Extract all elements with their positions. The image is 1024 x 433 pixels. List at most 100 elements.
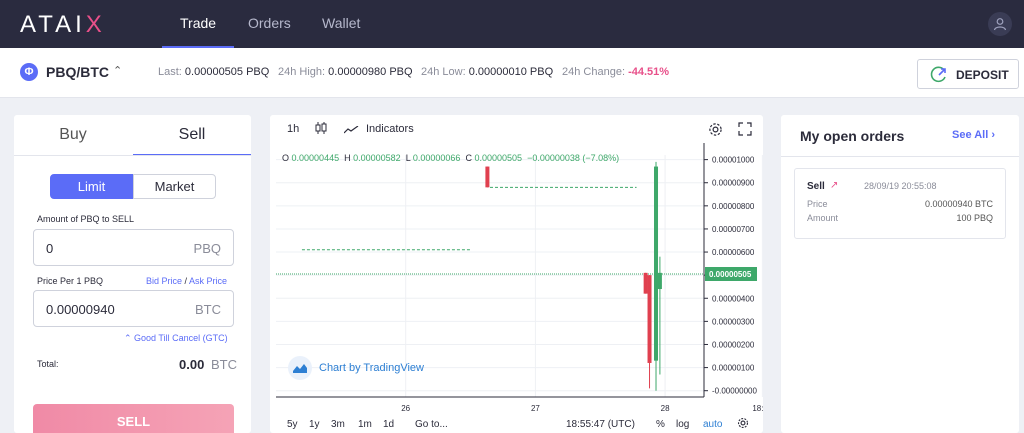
total-unit: BTC (211, 357, 237, 372)
nav-wallet[interactable]: Wallet (322, 15, 361, 31)
fullscreen-icon[interactable] (738, 122, 752, 139)
arrow-up-right-icon: ↗ (830, 180, 839, 191)
x-tick-label: 26 (401, 404, 410, 413)
ataix-logo[interactable]: ATAIX (20, 11, 106, 38)
logo-x: X (85, 11, 106, 38)
amount-unit: PBQ (193, 241, 221, 256)
amount-value: 0 (46, 241, 54, 256)
amount-field[interactable]: 0 PBQ (33, 229, 234, 266)
candle (647, 275, 652, 363)
gear-icon[interactable] (708, 122, 723, 140)
change-label: 24h Change: (562, 66, 625, 78)
chevron-up-icon: ⌃ (124, 333, 135, 343)
deposit-icon (930, 66, 946, 83)
order-amount-value: 100 PBQ (956, 213, 993, 223)
gear-icon[interactable] (737, 417, 749, 432)
y-tick-label: 0.00001000 (712, 156, 755, 165)
user-avatar[interactable] (988, 12, 1012, 36)
log-toggle[interactable]: log (676, 419, 690, 430)
low-value: 0.00000010 PBQ (468, 66, 554, 78)
x-tick-label: 27 (531, 404, 540, 413)
percent-toggle[interactable]: % (656, 419, 665, 430)
tradingview-label: Chart by TradingView (319, 362, 424, 374)
c-value: 0.00000505 (474, 153, 523, 163)
y-tick-label: 0.00000100 (712, 364, 755, 373)
nav-orders[interactable]: Orders (248, 15, 291, 31)
price-unit: BTC (195, 302, 221, 317)
order-side: Sell (807, 181, 825, 192)
range-3m[interactable]: 3m (331, 419, 345, 430)
sell-button[interactable]: SELL (33, 404, 234, 433)
x-tick-label: 18:00 (752, 404, 763, 413)
range-1d[interactable]: 1d (383, 419, 395, 430)
high-stat: 24h High: 0.00000980 PBQ (278, 66, 413, 78)
tradingview-logo-icon (288, 356, 312, 380)
y-tick-label: 0.00000200 (712, 340, 755, 349)
range-5y[interactable]: 5y (287, 419, 298, 430)
y-tick-label: 0.00000700 (712, 225, 755, 234)
low-stat: 24h Low: 0.00000010 PBQ (421, 66, 553, 78)
price-label: Price Per 1 PBQ (37, 276, 104, 286)
y-tick-label: 0.00000800 (712, 202, 755, 211)
price-chart[interactable]: 0.00001000 0.00000900 0.00000800 0.00000700… (270, 143, 763, 415)
ohlc-change: −0.00000038 (−7.08%) (527, 153, 620, 163)
tradingview-attribution[interactable]: Chart by TradingView (288, 356, 428, 380)
chart-grid (276, 155, 763, 397)
bid-ask-separator: / (182, 276, 190, 286)
pair-selector[interactable]: PBQ/BTC (46, 64, 109, 80)
gtc-selector[interactable]: ⌃ Good Till Cancel (GTC) (124, 333, 228, 344)
amount-label: Amount of PBQ to SELL (37, 214, 135, 224)
bid-price-link[interactable]: Bid Price (146, 276, 183, 286)
price-field[interactable]: 0.00000940 BTC (33, 290, 234, 327)
goto-button[interactable]: Go to... (415, 419, 448, 430)
deposit-button[interactable]: DEPOSIT (917, 59, 1019, 89)
trade-form-panel: Buy Sell Limit Market Amount of PBQ to S… (14, 115, 251, 433)
chart-y-axis: 0.00001000 0.00000900 0.00000800 0.00000700… (703, 143, 757, 397)
price-value: 0.00000940 (46, 302, 115, 317)
open-orders-panel: My open orders See All › Sell ↗ 28/09/19… (781, 115, 1019, 433)
indicators-button[interactable]: Indicators (366, 123, 414, 135)
chevron-up-icon[interactable]: ⌃ (113, 65, 123, 77)
range-1y[interactable]: 1y (309, 419, 320, 430)
orders-divider (781, 156, 1019, 157)
tab-buy[interactable]: Buy (59, 126, 87, 143)
see-all-link[interactable]: See All › (952, 129, 995, 141)
last-value: 0.00000505 PBQ (184, 66, 270, 78)
chevron-right-icon: › (991, 129, 996, 141)
chart-toolbar: 1h Indicators (270, 115, 763, 143)
deposit-label: DEPOSIT (956, 68, 1009, 82)
last-price-tag-label: 0.00000505 (709, 270, 752, 279)
nav-trade[interactable]: Trade (162, 0, 235, 48)
auto-toggle[interactable]: auto (703, 419, 723, 430)
l-value: 0.00000066 (412, 153, 461, 163)
o-value: 0.00000445 (291, 153, 340, 163)
top-nav: ATAIX Trade Orders Wallet (0, 0, 1024, 48)
chart-x-axis: 26 27 28 18:00 (276, 396, 763, 413)
c-label: C (465, 153, 472, 163)
interval-selector[interactable]: 1h (287, 123, 300, 135)
bid-ask-links: Bid Price / Ask Price (146, 276, 227, 286)
ask-price-link[interactable]: Ask Price (189, 276, 228, 286)
last-price-tag (705, 267, 757, 281)
candle-type-icon[interactable] (315, 121, 327, 138)
order-card[interactable]: Sell ↗ 28/09/19 20:55:08 Price 0.0000094… (794, 168, 1006, 239)
candle (657, 272, 662, 290)
h-label: H (344, 153, 351, 163)
order-amount-label: Amount (807, 213, 839, 223)
ticker-bar: Φ PBQ/BTC ⌃ Last: 0.00000505 PBQ 24h Hig… (0, 48, 1024, 98)
tab-divider (14, 155, 251, 156)
chart-dashed-levels (276, 186, 704, 275)
y-tick-label: 0.00000600 (712, 248, 755, 257)
range-1m[interactable]: 1m (358, 419, 372, 430)
market-toggle[interactable]: Market (133, 174, 216, 199)
candle (654, 166, 659, 361)
see-all-label: See All (952, 129, 989, 141)
indicators-icon[interactable] (343, 125, 359, 137)
order-price-label: Price (807, 199, 828, 209)
order-date: 28/09/19 20:55:08 (864, 181, 937, 191)
change-stat: 24h Change: -44.51% (562, 66, 669, 78)
high-label: 24h High: (278, 66, 326, 78)
tab-sell[interactable]: Sell (133, 115, 251, 156)
limit-toggle[interactable]: Limit (50, 174, 133, 199)
y-tick-label: 0.00000300 (712, 317, 755, 326)
